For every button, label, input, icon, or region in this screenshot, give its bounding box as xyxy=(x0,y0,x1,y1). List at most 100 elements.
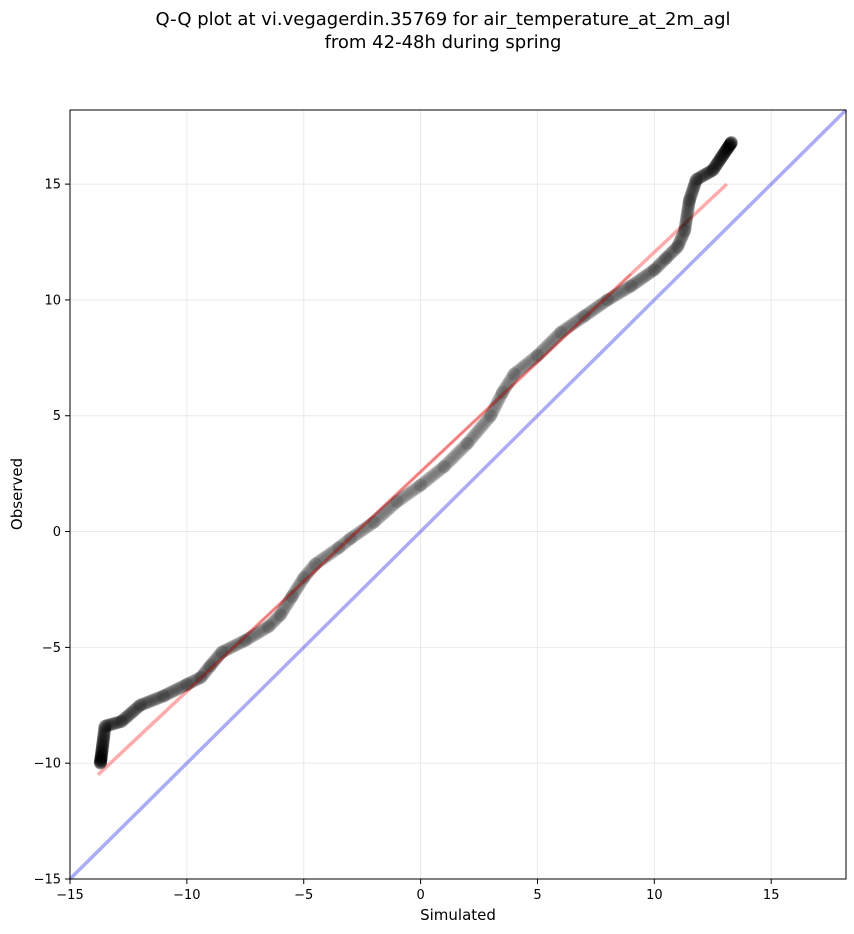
data-point xyxy=(97,725,111,739)
data-point xyxy=(95,744,109,758)
data-point xyxy=(684,189,698,203)
data-point xyxy=(591,300,605,314)
data-point xyxy=(95,747,109,761)
data-point xyxy=(336,537,350,551)
data-point xyxy=(522,355,536,369)
data-point xyxy=(172,681,186,695)
data-point xyxy=(561,320,575,334)
data-point xyxy=(154,690,168,704)
data-point xyxy=(685,185,699,199)
data-point xyxy=(400,488,414,502)
data-point xyxy=(670,240,684,254)
data-point xyxy=(437,460,451,474)
data-point xyxy=(334,539,348,553)
data-point xyxy=(98,720,112,734)
data-point xyxy=(94,751,108,765)
data-point xyxy=(407,483,421,497)
data-point xyxy=(706,163,720,177)
data-point xyxy=(141,695,155,709)
data-point xyxy=(713,152,727,166)
data-point xyxy=(361,519,375,533)
data-point xyxy=(592,299,606,313)
data-point xyxy=(688,177,702,191)
data-point xyxy=(294,575,308,589)
data-point xyxy=(214,646,228,660)
data-point xyxy=(254,624,268,638)
data-point xyxy=(116,713,130,727)
data-point xyxy=(545,334,559,348)
data-point xyxy=(262,619,276,633)
data-point xyxy=(296,572,310,586)
data-point xyxy=(421,473,435,487)
data-point xyxy=(601,293,615,307)
data-point xyxy=(285,590,299,604)
data-point xyxy=(204,658,218,672)
data-point xyxy=(266,615,280,629)
data-point xyxy=(536,343,550,357)
data-point xyxy=(509,365,523,379)
data-point xyxy=(276,603,290,617)
data-point xyxy=(453,444,467,458)
data-point xyxy=(112,715,126,729)
data-point xyxy=(622,280,636,294)
data-point xyxy=(318,550,332,564)
data-point xyxy=(444,452,458,466)
data-point xyxy=(484,408,498,422)
data-point xyxy=(288,584,302,598)
data-point xyxy=(470,425,484,439)
data-point xyxy=(186,674,200,688)
data-point xyxy=(177,679,191,693)
data-point xyxy=(679,215,693,229)
data-point xyxy=(680,206,694,220)
data-point xyxy=(94,754,108,768)
data-point xyxy=(682,196,696,210)
data-point xyxy=(480,414,494,428)
data-point xyxy=(206,656,220,670)
data-point xyxy=(577,309,591,323)
data-point xyxy=(582,306,596,320)
data-point xyxy=(681,199,695,213)
data-point xyxy=(489,399,503,413)
data-point xyxy=(265,616,279,630)
data-point xyxy=(651,260,665,274)
data-point xyxy=(213,647,227,661)
data-point xyxy=(674,233,688,247)
data-point xyxy=(95,743,109,757)
data-point xyxy=(122,708,136,722)
data-point xyxy=(709,158,723,172)
data-point xyxy=(716,148,730,162)
data-point xyxy=(680,207,694,221)
data-point xyxy=(640,268,654,282)
data-point xyxy=(721,141,735,155)
data-point xyxy=(693,171,707,185)
data-point xyxy=(96,739,110,753)
data-point xyxy=(525,353,539,367)
data-point xyxy=(549,330,563,344)
data-point xyxy=(673,235,687,249)
data-point xyxy=(230,638,244,652)
data-point xyxy=(207,655,221,669)
data-point xyxy=(669,241,683,255)
data-point xyxy=(710,157,724,171)
data-point xyxy=(567,316,581,330)
data-point xyxy=(96,738,110,752)
data-point xyxy=(495,387,509,401)
data-point xyxy=(715,150,729,164)
data-point xyxy=(193,671,207,685)
data-point xyxy=(535,344,549,358)
data-point xyxy=(668,242,682,256)
data-point xyxy=(724,136,738,150)
data-point xyxy=(281,596,295,610)
data-point xyxy=(476,418,490,432)
data-point xyxy=(127,704,141,718)
data-point xyxy=(722,139,736,153)
data-point xyxy=(147,693,161,707)
data-point xyxy=(195,669,209,683)
data-point xyxy=(324,546,338,560)
data-point xyxy=(721,140,735,154)
data-point xyxy=(717,147,731,161)
data-point xyxy=(191,672,205,686)
data-point xyxy=(408,482,422,496)
data-point xyxy=(367,515,381,529)
data-point xyxy=(724,136,738,150)
